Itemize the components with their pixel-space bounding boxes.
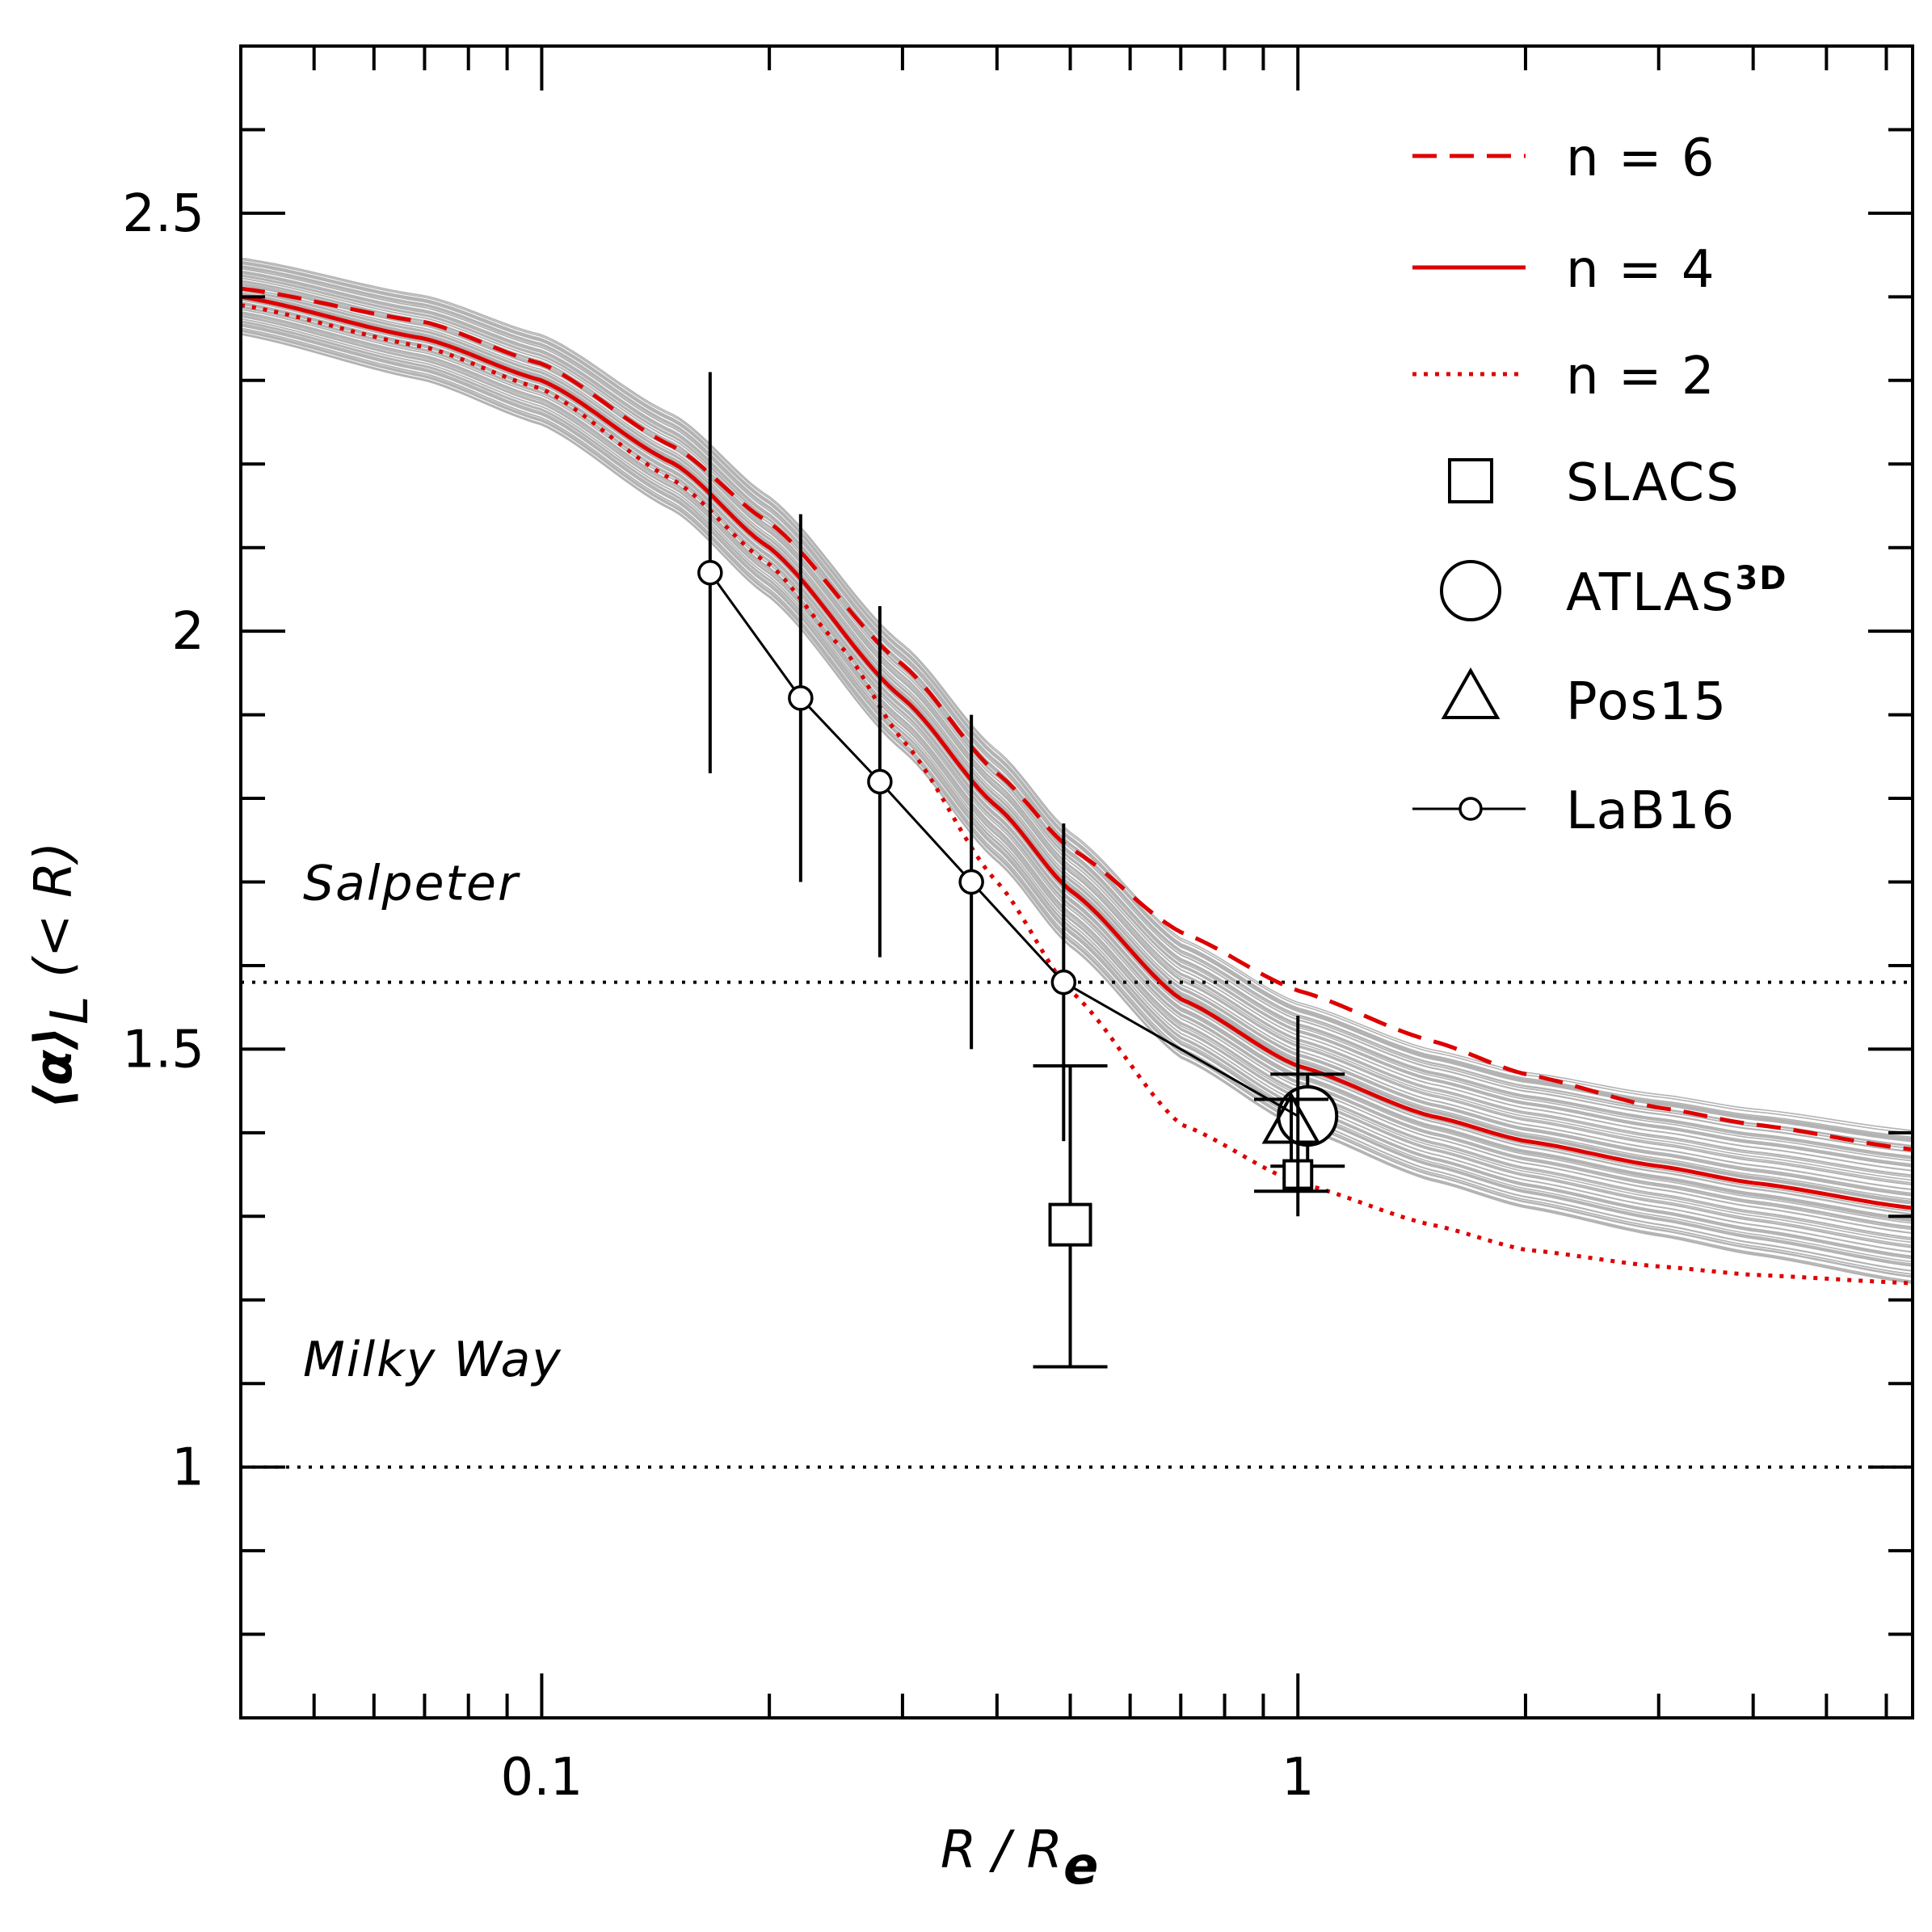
posterior-band-curve	[241, 271, 1913, 1160]
y-axis-title-text: ⟨α⟩	[24, 1026, 84, 1109]
model-curve-n-4	[241, 294, 1913, 1210]
legend-label: n = 4	[1566, 240, 1716, 300]
posterior-band-curve	[241, 284, 1913, 1184]
posterior-band-curve	[241, 265, 1913, 1147]
posterior-band-curve	[241, 324, 1913, 1265]
posterior-band-curve	[241, 305, 1913, 1228]
reference-label-milky-way: Milky Way	[303, 1332, 562, 1388]
posterior-band-curve	[241, 274, 1913, 1165]
posterior-band-curve	[241, 311, 1913, 1239]
posterior-band-curve	[241, 312, 1913, 1241]
legend-label: LaB16	[1566, 781, 1736, 841]
posterior-band-curve	[241, 301, 1913, 1221]
posterior-band-curve	[241, 321, 1913, 1260]
posterior-band-curve	[241, 272, 1913, 1162]
x-tick-label: 0.1	[501, 1748, 583, 1808]
posterior-band-curve	[241, 280, 1913, 1178]
y-tick-label: 2	[171, 602, 204, 662]
posterior-band-curve	[241, 299, 1913, 1215]
legend-symbol-square	[1448, 458, 1493, 503]
posterior-band-curve	[241, 325, 1913, 1266]
posterior-band-curve	[241, 332, 1913, 1282]
x-axis-title-subscript: e	[1063, 1837, 1098, 1896]
model-curve-n-6	[241, 286, 1913, 1151]
lab16-point	[867, 768, 893, 795]
model-curves	[241, 286, 1913, 1286]
model-curve-n-2	[241, 303, 1913, 1286]
posterior-band-curve	[241, 277, 1913, 1172]
marker-atlas3d	[1277, 1085, 1339, 1147]
x-axis-title: R / R e	[941, 1820, 1099, 1896]
posterior-band-curve	[241, 293, 1913, 1202]
lab16-point	[788, 685, 814, 711]
reference-label-salpeter: Salpeter	[303, 856, 520, 912]
posterior-band-curve	[241, 292, 1913, 1201]
posterior-band-curve	[241, 259, 1913, 1134]
lab16-point	[958, 869, 984, 895]
legend-label-superscript: 3D	[1735, 560, 1787, 597]
x-tick-label: 1	[1282, 1748, 1315, 1808]
posterior-band-curve	[241, 306, 1913, 1231]
posterior-band-curve	[241, 327, 1913, 1272]
posterior-band-curve	[241, 257, 1913, 1131]
posterior-band-curve	[241, 333, 1913, 1283]
lab16-line	[709, 571, 1299, 1118]
posterior-band-curve	[241, 282, 1913, 1181]
axis-ticks: 1 1.5 2 2.5 0.1 1	[122, 44, 1913, 1808]
reference-lines: Salpeter Milky Way	[241, 856, 1913, 1469]
posterior-band-curve	[241, 284, 1913, 1185]
posterior-band-curve	[241, 314, 1913, 1247]
posterior-band-curve	[241, 313, 1913, 1244]
posterior-band-curve	[241, 275, 1913, 1168]
posterior-band-curve	[241, 309, 1913, 1234]
posterior-band-curve	[241, 261, 1913, 1139]
marker-slacs	[1048, 1202, 1092, 1247]
legend-label: SLACS	[1566, 453, 1740, 513]
legend-symbol-small-circle	[1458, 797, 1483, 821]
legend-symbol-circle	[1440, 560, 1501, 621]
posterior-band-curve	[241, 315, 1913, 1248]
posterior-band-curve	[241, 330, 1913, 1277]
y-axis-title-subscript: L	[40, 995, 100, 1025]
y-tick-label: 1.5	[122, 1020, 204, 1080]
posterior-band-curve	[241, 329, 1913, 1275]
lab16-point	[1050, 969, 1077, 995]
legend-label: n = 6	[1566, 128, 1716, 188]
observations	[697, 372, 1345, 1369]
lab16-point	[697, 559, 723, 586]
posterior-band-curve	[241, 322, 1913, 1263]
posterior-band-curve	[241, 287, 1913, 1190]
y-axis-title: ⟨α⟩ L (< R)	[24, 842, 100, 1109]
marker-pos15	[1261, 1092, 1321, 1144]
posterior-band-curve	[241, 320, 1913, 1257]
posterior-band-curve	[241, 260, 1913, 1139]
y-tick-label: 2.5	[122, 184, 204, 244]
posterior-band-curve	[241, 318, 1913, 1252]
x-axis-title-text: R / R	[941, 1820, 1063, 1880]
posterior-band-curve	[241, 294, 1913, 1205]
posterior-band-curve	[241, 270, 1913, 1158]
y-tick-label: 1	[171, 1438, 204, 1498]
posterior-band-curve	[241, 280, 1913, 1176]
posterior-band-curve	[241, 288, 1913, 1194]
legend-symbol-triangle	[1441, 667, 1501, 719]
legend-label: n = 2	[1566, 347, 1716, 406]
posterior-band-curve	[241, 289, 1913, 1196]
posterior-band-curve	[241, 304, 1913, 1224]
y-axis-title-suffix: (< R)	[24, 842, 84, 978]
legend-label: Pos15	[1566, 672, 1728, 732]
